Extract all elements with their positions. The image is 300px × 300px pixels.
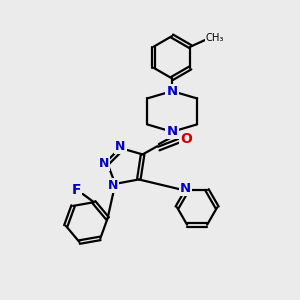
Text: N: N <box>180 182 191 195</box>
Text: N: N <box>167 85 178 98</box>
Text: CH₃: CH₃ <box>206 33 224 43</box>
Text: N: N <box>167 125 178 138</box>
Text: O: O <box>181 132 192 146</box>
Text: N: N <box>108 179 118 192</box>
Text: N: N <box>99 157 109 170</box>
Text: F: F <box>71 183 81 197</box>
Text: N: N <box>116 140 126 153</box>
